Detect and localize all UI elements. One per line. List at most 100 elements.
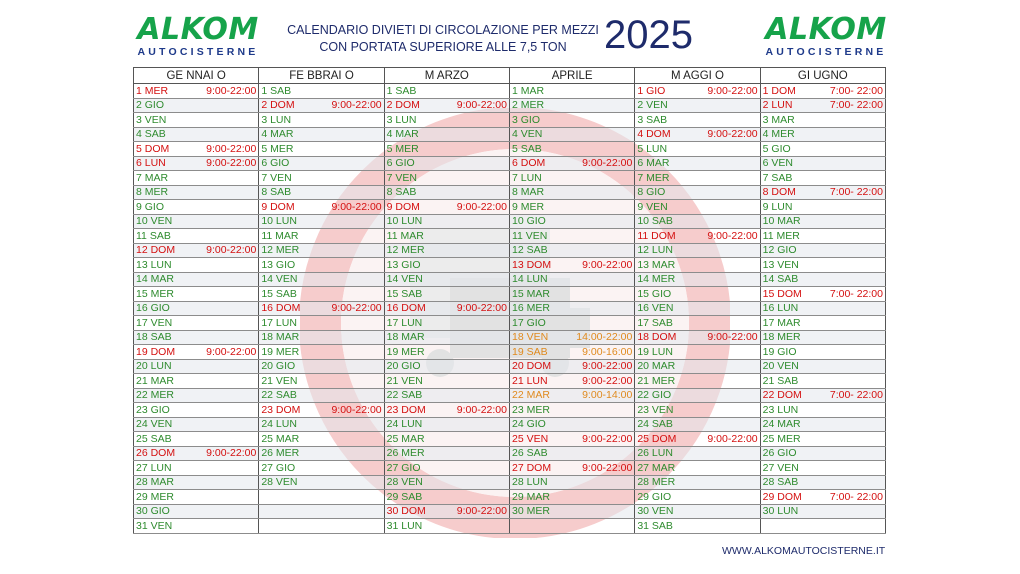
ban-hours: 7:00- 22:00 <box>829 389 883 402</box>
day-cell: 17 SAB <box>634 315 761 331</box>
day-label: 4 DOM <box>637 128 671 141</box>
day-cell: 21 MAR <box>132 373 260 389</box>
day-cell: 18 SAB <box>132 330 260 345</box>
day-label: 14 SAB <box>762 273 799 286</box>
day-cell: 15 SAB <box>258 286 385 302</box>
calendar-row: 25 SAB 25 MAR 25 MAR 25 VEN 9:00-22:00 25 DOM… <box>132 431 887 447</box>
day-label: 26 GIO <box>762 447 797 460</box>
day-cell: 8 DOM 7:00- 22:00 <box>759 185 887 200</box>
website-url[interactable]: WWW.ALKOMAUTOCISTERNE.IT <box>722 545 886 557</box>
day-cell: 11 MAR <box>258 228 385 244</box>
day-label: 28 MER <box>637 476 676 489</box>
day-cell: 18 MAR <box>258 330 385 345</box>
day-label: 19 LUN <box>637 345 673 358</box>
calendar-row: 2 GIO 2 DOM 9:00-22:00 2 DOM 9:00-22:00 2 MER… <box>132 98 887 113</box>
ban-hours: 9:00-22:00 <box>206 157 257 170</box>
calendar-row: 28 MAR 28 VEN 28 VEN 28 LUN 28 MER 28 SAB <box>132 475 887 490</box>
day-label: 27 LUN <box>136 461 172 474</box>
day-cell: 24 MAR <box>759 417 887 432</box>
day-cell: 4 MAR <box>258 127 385 142</box>
ban-hours: 9:00-22:00 <box>206 345 257 358</box>
day-label: 11 MER <box>762 229 800 242</box>
day-label: 4 MAR <box>261 128 294 141</box>
day-label: 24 LUN <box>386 418 423 431</box>
day-label: 19 GIO <box>762 345 797 358</box>
day-cell: 5 LUN <box>634 141 761 157</box>
day-label: 27 GIO <box>386 461 421 474</box>
day-cell: 19 MER <box>258 344 385 360</box>
day-label: 9 MER <box>511 200 545 213</box>
calendar-row: 31 VEN 31 LUN 31 SAB <box>132 518 887 534</box>
day-label: 16 GIO <box>136 302 170 315</box>
ban-hours: 7:00- 22:00 <box>829 84 883 97</box>
day-label: 29 SAB <box>386 490 423 503</box>
day-cell: 31 LUN <box>383 518 510 534</box>
day-label: 15 SAB <box>386 287 423 300</box>
day-cell: 23 VEN <box>634 402 761 418</box>
day-label: 24 MAR <box>762 418 801 431</box>
day-label: 5 GIO <box>762 142 791 155</box>
day-cell: 3 MAR <box>759 112 887 128</box>
day-label: 9 GIO <box>136 200 165 213</box>
day-label: 14 MER <box>637 273 676 286</box>
day-label: 22 MAR <box>511 389 550 402</box>
ban-hours: 7:00- 22:00 <box>829 287 883 300</box>
day-cell: 21 VEN <box>383 373 510 389</box>
day-label: 23 VEN <box>637 403 674 416</box>
day-cell: 22 MER <box>132 388 260 403</box>
calendar-row: 22 MER 22 SAB 22 SAB 22 MAR 9:00-14:00 22 GIO… <box>132 388 887 403</box>
day-label: 1 DOM <box>762 84 796 97</box>
month-header: M AGGI O <box>634 67 761 84</box>
day-label: 25 DOM <box>637 432 677 445</box>
day-label: 13 MAR <box>637 258 676 271</box>
day-cell: 23 DOM 9:00-22:00 <box>258 402 385 418</box>
day-cell: 7 VEN <box>383 170 510 186</box>
ban-hours: 9:00-22:00 <box>206 84 257 97</box>
day-label: 2 DOM <box>261 99 295 112</box>
day-cell: 9 MER <box>508 199 636 215</box>
day-label: 8 MER <box>136 186 169 199</box>
day-cell: 16 GIO <box>132 301 260 316</box>
month-header: GE NNAI O <box>132 67 260 84</box>
day-cell: 2 LUN 7:00- 22:00 <box>759 98 887 113</box>
day-label: 30 LUN <box>762 505 799 518</box>
day-cell: 10 VEN <box>132 214 260 229</box>
day-cell: 13 LUN <box>132 257 260 273</box>
day-label: 23 DOM <box>386 403 426 416</box>
calendar-row: 5 DOM 9:00-22:00 5 MER 5 MER 5 SAB 5 LUN 5 GIO <box>132 141 887 157</box>
day-cell: 7 LUN <box>508 170 636 186</box>
day-cell: 31 VEN <box>132 518 260 534</box>
day-label: 2 VEN <box>637 99 668 112</box>
day-cell: 12 DOM 9:00-22:00 <box>132 243 260 258</box>
day-label: 21 SAB <box>762 374 799 387</box>
day-cell: 1 SAB <box>258 83 385 99</box>
day-label: 12 LUN <box>637 244 673 257</box>
day-cell: 18 VEN 14:00-22:00 <box>508 330 636 345</box>
day-cell: 23 MER <box>508 402 636 418</box>
day-label: 16 LUN <box>762 302 799 315</box>
day-label: 5 DOM <box>136 142 170 155</box>
day-label: 29 MAR <box>511 490 550 503</box>
day-cell: 21 SAB <box>759 373 887 389</box>
day-cell: 17 LUN <box>258 315 385 331</box>
day-cell: 30 VEN <box>634 504 761 519</box>
day-cell: 1 DOM 7:00- 22:00 <box>759 83 887 99</box>
ban-hours: 9:00-22:00 <box>582 258 633 271</box>
day-cell: 21 LUN 9:00-22:00 <box>508 373 636 389</box>
day-label: 27 GIO <box>261 461 296 474</box>
day-label: 7 LUN <box>511 171 542 184</box>
day-cell: 27 MAR <box>634 460 761 476</box>
ban-hours: 9:00-22:00 <box>707 432 758 445</box>
month-header: M ARZO <box>383 67 510 84</box>
ban-hours: 9:00-22:00 <box>206 142 257 155</box>
day-cell: 2 DOM 9:00-22:00 <box>258 98 385 113</box>
ban-hours: 9:00-22:00 <box>582 432 633 445</box>
day-cell: 2 MER <box>508 98 636 113</box>
day-label: 19 SAB <box>511 345 548 358</box>
day-cell <box>508 518 636 534</box>
calendar-row: 10 VEN 10 LUN 10 LUN 10 GIO 10 SAB 10 MAR <box>132 214 887 229</box>
day-label: 17 LUN <box>261 316 297 329</box>
day-label: 1 SAB <box>261 84 292 97</box>
day-cell: 9 GIO <box>132 199 260 215</box>
